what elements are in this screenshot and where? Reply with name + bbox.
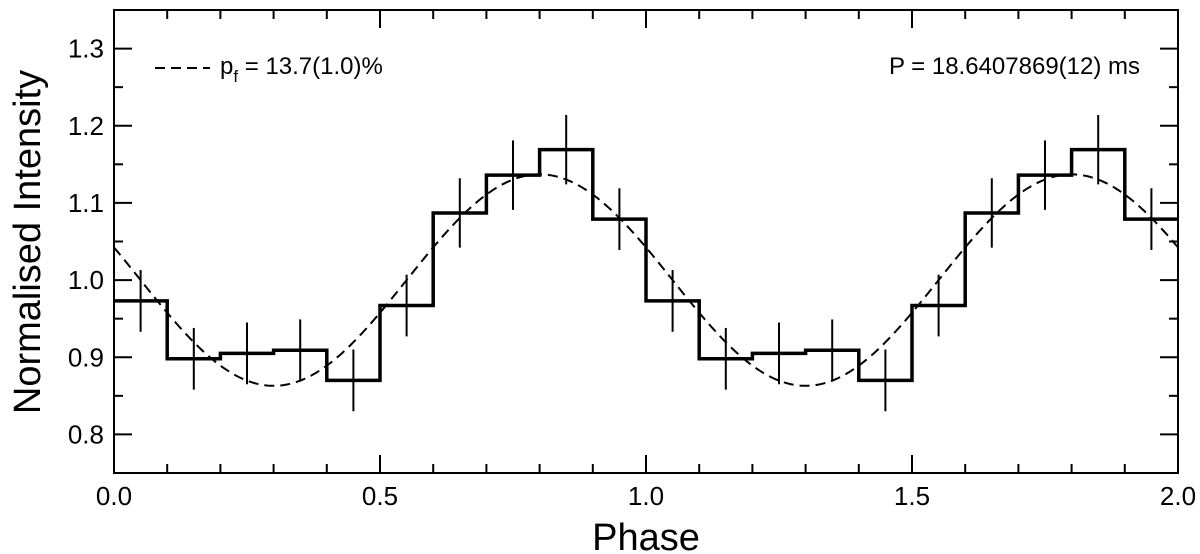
- x-tick-label: 0.5: [362, 481, 398, 511]
- x-tick-labels: 0.0 0.5 1.0 1.5 2.0: [96, 481, 1196, 511]
- x-axis-title: Phase: [592, 517, 700, 554]
- x-tick-label: 0.0: [96, 481, 132, 511]
- period-annotation: P = 18.6407869(12) ms: [889, 53, 1140, 80]
- legend-symbol: p: [220, 53, 233, 80]
- y-tick-label: 1.0: [68, 265, 104, 295]
- x-tick-label: 2.0: [1160, 481, 1196, 511]
- y-tick-label: 1.2: [68, 111, 104, 141]
- histogram-step-line: [114, 147, 1178, 383]
- model-sinusoid-line: [113, 173, 1179, 387]
- y-tick-label: 1.3: [68, 34, 104, 64]
- legend-label: pf = 13.7(1.0)%: [220, 53, 383, 86]
- legend-text: = 13.7(1.0)%: [238, 53, 383, 80]
- y-axis-title: Normalised Intensity: [7, 70, 49, 414]
- legend-subscript: f: [233, 67, 238, 86]
- x-tick-label: 1.5: [894, 481, 930, 511]
- x-tick-label: 1.0: [628, 481, 664, 511]
- plot-frame: [113, 9, 1179, 474]
- axis-ticks: [113, 9, 1179, 474]
- error-bars: [139, 114, 1153, 412]
- y-tick-labels: 0.8 0.9 1.0 1.1 1.2 1.3: [68, 34, 104, 450]
- y-tick-label: 0.8: [68, 419, 104, 449]
- y-tick-label: 0.9: [68, 342, 104, 372]
- y-tick-label: 1.1: [68, 188, 104, 218]
